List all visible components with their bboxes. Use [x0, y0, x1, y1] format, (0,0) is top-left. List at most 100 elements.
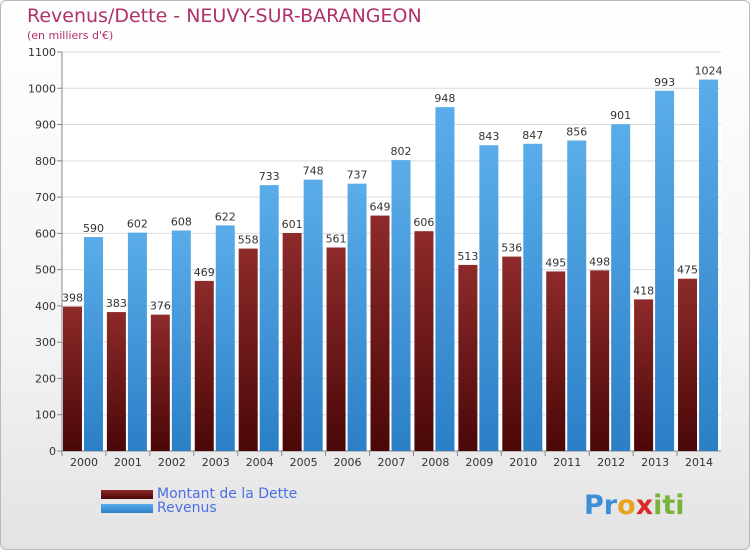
data-label-debt: 469: [194, 266, 215, 279]
x-tick-label: 2006: [334, 456, 362, 469]
legend-label-revenue: Revenus: [157, 500, 217, 516]
y-tick-label: 800: [35, 155, 56, 168]
legend-swatch-revenue: [101, 503, 153, 513]
data-label-debt: 606: [413, 216, 434, 229]
x-tick-label: 2009: [465, 456, 493, 469]
y-tick-label: 400: [35, 300, 56, 313]
bar-debt: [678, 278, 698, 451]
data-label-revenue: 1024: [695, 65, 723, 78]
data-label-revenue: 748: [303, 165, 324, 178]
logo-letter: r: [603, 490, 618, 521]
data-label-revenue: 602: [127, 218, 148, 231]
chart-subtitle: (en milliers d'€): [27, 29, 114, 42]
data-label-debt: 649: [370, 201, 391, 214]
data-label-revenue: 733: [259, 170, 280, 183]
bar-debt: [282, 233, 302, 451]
bar-revenue: [391, 160, 411, 452]
data-label-debt: 376: [150, 300, 171, 313]
logo-letter: i: [653, 490, 663, 521]
bar-revenue: [215, 225, 235, 451]
x-tick-label: 2008: [421, 456, 449, 469]
logo-letter: i: [675, 490, 685, 521]
y-tick-label: 0: [49, 445, 56, 458]
y-tick-label: 1000: [28, 82, 56, 95]
bar-debt: [370, 215, 390, 451]
x-tick-label: 2000: [70, 456, 98, 469]
logo-letter: o: [617, 490, 636, 521]
legend-swatch-debt: [101, 489, 153, 499]
bar-debt: [150, 314, 170, 451]
legend-item-debt: Montant de la Dette: [101, 487, 297, 501]
x-tick-label: 2003: [202, 456, 230, 469]
y-tick-label: 500: [35, 264, 56, 277]
bar-revenue: [523, 143, 543, 451]
x-tick-label: 2010: [509, 456, 537, 469]
bar-debt: [414, 231, 434, 451]
x-tick-label: 2007: [378, 456, 406, 469]
data-label-revenue: 948: [434, 92, 455, 105]
bar-revenue: [611, 124, 631, 451]
bar-debt: [546, 271, 566, 451]
x-tick-label: 2011: [553, 456, 581, 469]
bar-revenue: [127, 232, 147, 451]
x-tick-label: 2013: [641, 456, 669, 469]
data-label-debt: 561: [326, 233, 347, 246]
x-tick-label: 2004: [246, 456, 274, 469]
bar-debt: [238, 248, 258, 451]
bar-revenue: [699, 79, 719, 452]
bar-debt: [458, 264, 478, 451]
chart-title: Revenus/Dette - NEUVY-SUR-BARANGEON: [27, 5, 422, 27]
data-label-debt: 495: [545, 256, 566, 269]
bar-debt: [106, 312, 126, 451]
data-label-revenue: 802: [391, 145, 412, 158]
bar-revenue: [655, 90, 675, 451]
y-tick-label: 200: [35, 372, 56, 385]
x-tick-label: 2012: [597, 456, 625, 469]
bar-debt: [194, 280, 214, 451]
data-label-debt: 475: [677, 264, 698, 277]
bar-revenue: [567, 140, 587, 452]
data-label-revenue: 843: [478, 130, 499, 143]
data-label-debt: 536: [501, 242, 522, 255]
bar-debt: [62, 306, 82, 451]
data-label-revenue: 590: [83, 222, 104, 235]
data-label-revenue: 856: [566, 126, 587, 139]
y-tick-label: 600: [35, 227, 56, 240]
data-label-debt: 513: [457, 250, 478, 263]
data-label-debt: 498: [589, 255, 610, 268]
data-label-revenue: 901: [610, 109, 631, 122]
y-tick-label: 1100: [28, 46, 56, 59]
x-tick-label: 2002: [158, 456, 186, 469]
proxiti-logo: Proxiti: [584, 490, 685, 521]
bar-revenue: [479, 145, 499, 452]
bar-revenue: [347, 183, 367, 452]
x-tick-label: 2001: [114, 456, 142, 469]
x-tick-label: 2005: [290, 456, 318, 469]
bar-debt: [590, 270, 610, 451]
y-tick-label: 700: [35, 191, 56, 204]
data-label-debt: 601: [282, 218, 303, 231]
logo-letter: t: [662, 490, 676, 521]
bar-debt: [634, 299, 654, 451]
data-label-revenue: 993: [654, 76, 675, 89]
logo-letter: x: [635, 490, 654, 521]
data-label-debt: 383: [106, 297, 127, 310]
legend: Montant de la Dette Revenus: [101, 487, 297, 515]
data-label-revenue: 737: [347, 169, 368, 182]
data-label-revenue: 608: [171, 215, 192, 228]
data-label-revenue: 622: [215, 210, 236, 223]
bar-revenue: [83, 236, 103, 451]
y-tick-label: 100: [35, 409, 56, 422]
bar-debt: [502, 256, 522, 451]
legend-label-debt: Montant de la Dette: [157, 486, 298, 502]
x-tick-label: 2014: [685, 456, 713, 469]
data-label-debt: 398: [62, 292, 83, 305]
bar-debt: [326, 247, 346, 451]
bar-revenue: [303, 179, 323, 451]
data-label-revenue: 847: [522, 129, 543, 142]
logo-letter: P: [584, 490, 604, 521]
bar-revenue: [435, 107, 455, 451]
legend-item-revenue: Revenus: [101, 501, 297, 515]
